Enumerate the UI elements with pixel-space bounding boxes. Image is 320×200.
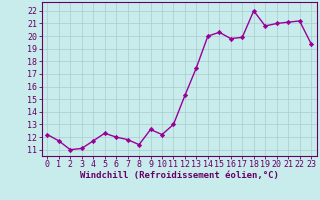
X-axis label: Windchill (Refroidissement éolien,°C): Windchill (Refroidissement éolien,°C) (80, 171, 279, 180)
